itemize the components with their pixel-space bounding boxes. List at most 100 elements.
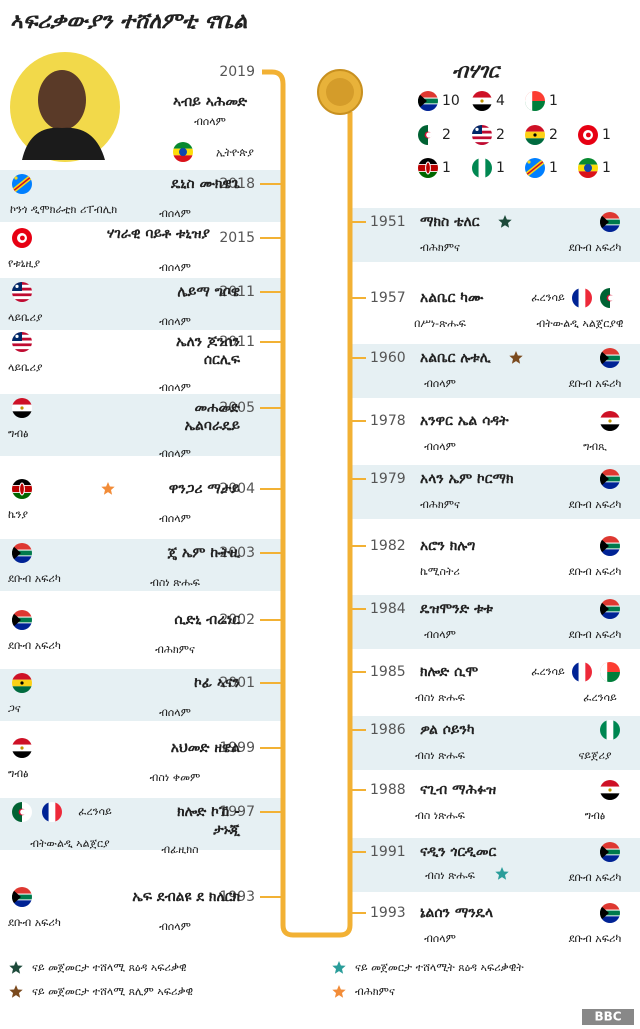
flag-part: [12, 686, 32, 693]
flag-part: [572, 288, 579, 308]
country: ደቡብ አፍሪካ: [569, 565, 622, 578]
flag-part: [600, 214, 609, 230]
country: ግብፅ: [8, 767, 28, 780]
flag-part: [585, 288, 592, 308]
flag-part: [478, 158, 486, 178]
country-count: 1: [496, 160, 505, 176]
flag-part: [600, 910, 620, 916]
flag-part: [525, 138, 545, 145]
star: [9, 985, 23, 998]
flag-part: [475, 127, 479, 131]
laureate-name: ክሎድ ሲሞ: [420, 664, 478, 680]
flag-part: [600, 606, 620, 612]
flag-part: [173, 142, 193, 149]
prize: በሥነ-ጽሑፍ: [414, 317, 467, 330]
year: 1988: [370, 782, 406, 798]
flag-part: [12, 623, 32, 630]
country: የቱኒዚያ: [8, 257, 40, 270]
year: 2005: [219, 400, 255, 416]
flag: [12, 802, 32, 822]
row-band: [350, 344, 640, 398]
prize: ብሰላም: [424, 932, 456, 945]
flag-part: [12, 610, 32, 617]
year: 2001: [219, 675, 255, 691]
prize: ብሰላም: [159, 512, 191, 525]
country: ደቡብ አፍሪካ: [569, 932, 622, 945]
flag: [12, 610, 32, 630]
portrait-face: [38, 70, 86, 130]
flag-part: [600, 842, 620, 849]
country: ደቡብ አፍሪካ: [569, 628, 622, 641]
legend-label: ናይ መጀመርታ ተሸላሚት ጸዕዳ ኣፍሪቃዊት: [355, 961, 524, 974]
laureate-name: አልቤር ሉቱሊ: [420, 350, 491, 366]
laureate-name: ሲድኒ ብሬነር: [174, 612, 240, 628]
year: 2003: [219, 545, 255, 561]
year: 1957: [370, 290, 406, 306]
prize: ብሕክምና: [155, 643, 195, 656]
flag-part: [55, 802, 62, 822]
laureate-name: አላን ኤም ኮርማክ: [420, 471, 514, 487]
flag-part: [600, 662, 620, 672]
flag-part: [600, 536, 620, 543]
flag-part: [418, 125, 428, 145]
flag: [12, 738, 32, 758]
country: ደቡብ አፍሪካ: [569, 498, 622, 511]
flag: [12, 332, 32, 352]
year: 2011: [219, 284, 255, 300]
flag-part: [600, 905, 609, 921]
country: ፈረንሳይ: [531, 665, 565, 678]
flag-part: [600, 543, 620, 549]
flag-part: [472, 104, 492, 111]
flag-part: [173, 155, 193, 162]
laureate-name: ክሎድ ኮኸ -: [177, 804, 240, 820]
flag-part: [418, 98, 438, 104]
prize: ብሰላም: [159, 706, 191, 719]
flag-part: [12, 398, 32, 405]
laureate-name: አህመድ ዘዌል: [171, 740, 240, 756]
flag: [600, 212, 620, 232]
laureate-name: ሃገራዊ ባይቶ ቱኒዝያ: [107, 226, 211, 242]
flag-part: [533, 133, 537, 137]
laureate-name: ናዲን ጎርዲመር: [420, 844, 497, 860]
prize: ብስነ ጽሑፍ: [415, 749, 466, 762]
flag-part: [12, 343, 32, 347]
country: ፈረንሳይ: [78, 805, 112, 818]
flag-part: [525, 101, 545, 111]
row-band: [350, 465, 640, 519]
flag-part: [12, 556, 32, 563]
country: ደቡብ አፍሪካ: [8, 572, 61, 585]
prize: ብስነ ጽሑፍ: [150, 576, 201, 589]
flag-part: [586, 132, 591, 138]
flag-part: [480, 99, 484, 103]
flag-part: [426, 132, 432, 138]
flag-part: [600, 855, 620, 862]
flag: [600, 903, 620, 923]
flag-part: [600, 411, 620, 418]
row-band: [350, 208, 640, 262]
origin: ብትውልዲ ኣልጀርያ: [30, 837, 110, 850]
flag: [600, 842, 620, 862]
laureate-name: ዎል ሶይንካ: [420, 722, 475, 738]
flag-part: [12, 543, 32, 550]
flag-part: [15, 334, 19, 338]
flag-part: [179, 148, 187, 156]
country-count: 2: [442, 127, 451, 143]
prize: ብሰላም: [159, 315, 191, 328]
flag-part: [600, 662, 608, 682]
star: [101, 482, 115, 495]
laureate-name: ኣብይ ኣሕመድ: [173, 94, 247, 110]
country: ግብፅ: [8, 427, 28, 440]
origin: ፈረንሳይ: [583, 691, 617, 704]
country: ደቡብ አፍሪካ: [569, 871, 622, 884]
flag-part: [600, 549, 620, 556]
country: ደቡብ አፍሪካ: [8, 639, 61, 652]
laureate-name: ኤለን ጆንሰን: [176, 334, 240, 350]
year: 1985: [370, 664, 406, 680]
prize: ብስነ ጽሑፍ: [415, 691, 466, 704]
flag-part: [12, 900, 32, 907]
flag-part: [428, 125, 438, 145]
logo-bg: [582, 1009, 634, 1025]
flag-part: [12, 887, 32, 894]
flag-part: [600, 476, 620, 482]
